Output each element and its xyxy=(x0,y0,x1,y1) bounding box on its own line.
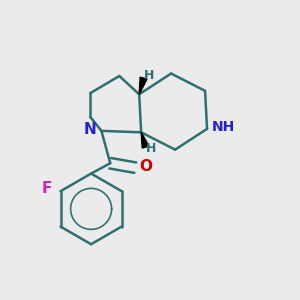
Text: O: O xyxy=(139,159,152,174)
Text: F: F xyxy=(42,181,52,196)
Text: N: N xyxy=(84,122,97,137)
Text: H: H xyxy=(146,142,157,155)
Text: NH: NH xyxy=(212,120,235,134)
Polygon shape xyxy=(141,132,149,148)
Polygon shape xyxy=(139,77,147,94)
Text: H: H xyxy=(144,69,155,82)
